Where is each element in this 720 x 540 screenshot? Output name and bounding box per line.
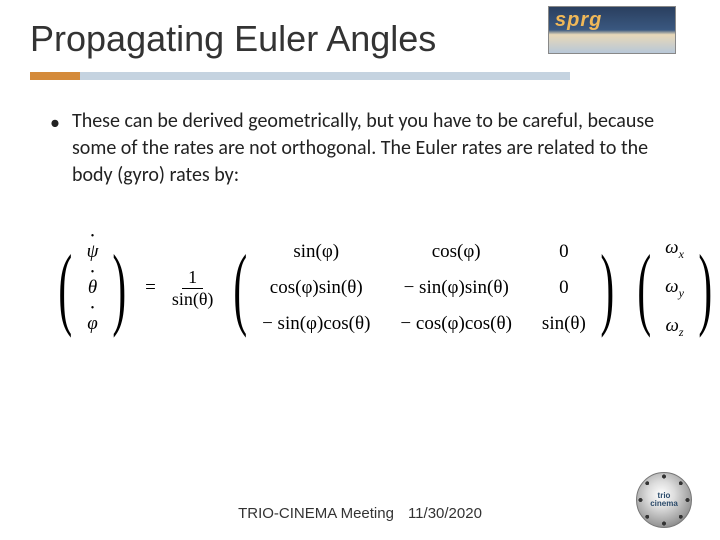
title-bar: Propagating Euler Angles sprg <box>0 0 720 68</box>
rparen-lhs: ) <box>113 252 127 324</box>
m21: cos(φ)sin(θ) <box>262 277 370 299</box>
lparen-rhs: ( <box>637 252 651 324</box>
matrix-3x3: sin(φ) cos(φ) 0 cos(φ)sin(θ) − sin(φ)sin… <box>262 241 586 335</box>
footer-meeting: TRIO-CINEMA Meeting <box>238 505 394 522</box>
m12: cos(φ) <box>400 241 512 263</box>
m32: − cos(φ)cos(θ) <box>400 313 512 335</box>
phi-dot: •φ <box>87 313 98 335</box>
m13: 0 <box>542 241 586 263</box>
equation: ( •ψ •θ •φ ) = 1 sin(θ) ( sin(φ) cos(φ) … <box>50 237 670 339</box>
lhs-vector: •ψ •θ •φ <box>87 241 99 335</box>
sprg-logo-text: sprg <box>555 9 602 32</box>
rparen-rhs: ) <box>698 252 712 324</box>
accent-orange <box>30 72 80 80</box>
bullet-dot: • <box>50 110 60 189</box>
m22: − sin(φ)sin(θ) <box>400 277 512 299</box>
accent-blue <box>80 72 570 80</box>
footer-date: 11/30/2020 <box>408 505 482 522</box>
cinema-logo-text: triocinema <box>650 492 678 508</box>
footer: TRIO-CINEMA Meeting 11/30/2020 <box>0 505 720 522</box>
omega-x: ωx <box>665 237 684 262</box>
bullet-text: These can be derived geometrically, but … <box>72 108 670 189</box>
psi-dot: •ψ <box>87 241 99 263</box>
fraction-num: 1 <box>182 267 203 289</box>
lparen-lhs: ( <box>58 252 72 324</box>
omega-z: ωz <box>665 315 683 340</box>
title-underline <box>30 72 570 82</box>
fraction: 1 sin(θ) <box>168 267 218 310</box>
m31: − sin(φ)cos(θ) <box>262 313 370 335</box>
cinema-logo: triocinema <box>636 472 692 528</box>
omega-y: ωy <box>665 276 684 301</box>
fraction-den: sin(θ) <box>168 289 218 310</box>
m23: 0 <box>542 277 586 299</box>
sprg-logo: sprg <box>548 6 676 54</box>
m33: sin(θ) <box>542 313 586 335</box>
theta-dot: •θ <box>88 277 97 299</box>
equals-sign: = <box>145 277 156 299</box>
m11: sin(φ) <box>262 241 370 263</box>
lparen-matrix: ( <box>234 252 248 324</box>
bullet-item: • These can be derived geometrically, bu… <box>50 108 670 189</box>
rhs-vector: ωx ωy ωz <box>665 237 684 339</box>
content-area: • These can be derived geometrically, bu… <box>0 68 720 339</box>
rparen-matrix: ) <box>600 252 614 324</box>
